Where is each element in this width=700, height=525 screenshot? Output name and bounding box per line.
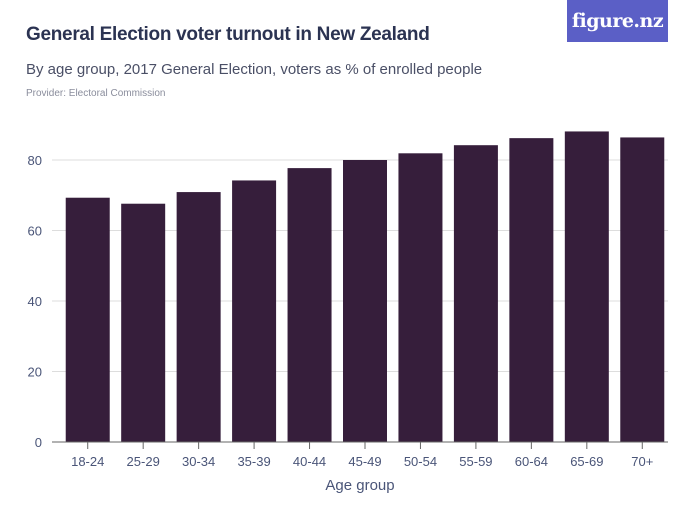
bar-30-34 [176,192,221,442]
x-tick-label: 40-44 [293,454,326,469]
bar-55-59 [453,145,498,442]
x-tick-label: 35-39 [237,454,270,469]
y-tick-label: 60 [28,224,42,239]
bar-25-29 [121,203,166,442]
bar-70+ [620,137,665,442]
x-tick-label: 60-64 [515,454,548,469]
y-tick-label: 80 [28,153,42,168]
y-tick-label: 40 [28,294,42,309]
x-tick-label: 70+ [631,454,653,469]
bar-45-49 [343,160,387,442]
x-axis-label: Age group [325,477,394,494]
x-tick-label: 30-34 [182,454,215,469]
bar-35-39 [232,180,277,442]
y-tick-label: 20 [28,365,42,380]
bar-65-69 [564,131,609,442]
x-tick-label: 55-59 [459,454,492,469]
bar-60-64 [509,138,554,442]
bar-50-54 [398,153,443,443]
x-tick-label: 45-49 [348,454,381,469]
chart-subtitle: By age group, 2017 General Election, vot… [26,61,483,78]
chart-title: General Election voter turnout in New Ze… [26,24,430,45]
bar-40-44 [287,168,332,443]
x-tick-label: 18-24 [71,454,104,469]
x-tick-label: 65-69 [570,454,603,469]
x-tick-label: 25-29 [127,454,160,469]
x-tick-label: 50-54 [404,454,437,469]
figure-nz-logo[interactable]: figure.nz [567,0,668,42]
y-tick-label: 0 [35,435,42,450]
provider-text: Provider: Electoral Commission [26,88,166,99]
bar-18-24 [65,197,110,442]
